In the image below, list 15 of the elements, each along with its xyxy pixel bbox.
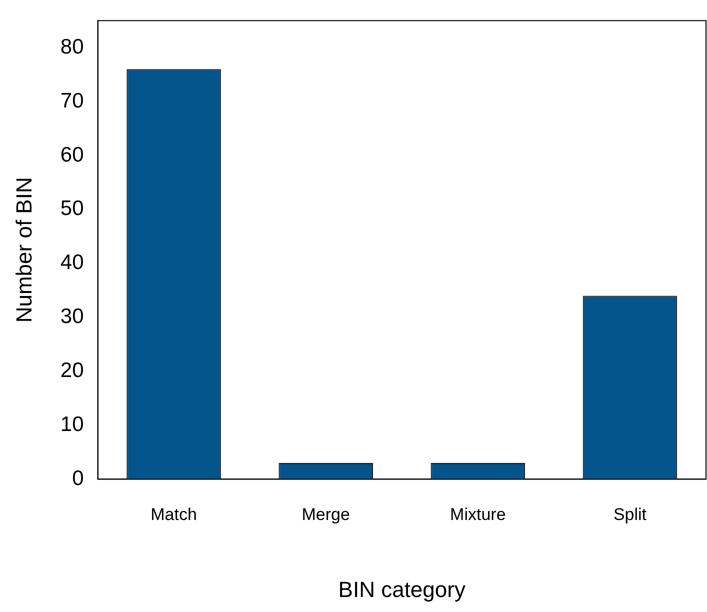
y-tick-label: 50 [60,197,84,220]
y-tick-label: 20 [60,359,84,382]
x-tick-label: Match [150,505,197,524]
y-axis-title: Number of BIN [11,177,36,323]
y-tick-label: 10 [60,413,84,436]
x-tick-label: Merge [302,505,350,524]
y-tick-label: 30 [60,305,84,328]
y-tick-label: 80 [60,35,84,58]
x-tick-label: Mixture [450,505,506,524]
y-tick-label: 0 [72,466,84,490]
y-tick-label: 40 [60,251,84,274]
y-tick-label: 70 [60,89,84,112]
x-tick-label: Split [613,505,647,524]
y-tick-label: 60 [60,143,84,166]
x-axis-title: BIN category [338,576,466,602]
